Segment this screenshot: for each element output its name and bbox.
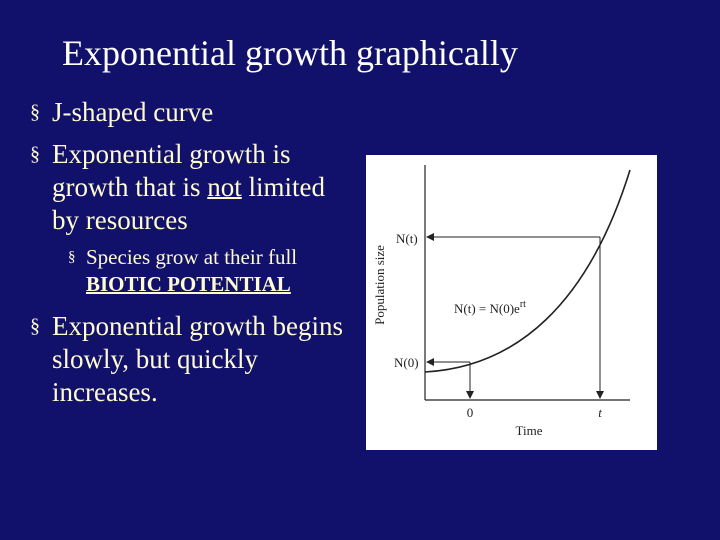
bullet-marker: § [30, 101, 40, 123]
n0-label: N(0) [394, 355, 419, 370]
bullet: § Exponential growth begins slowly, but q… [30, 310, 352, 409]
bullet: § Exponential growth is growth that is no… [30, 138, 352, 237]
y-axis-label: Population size [372, 245, 387, 325]
bullet-text: J-shaped curve [52, 97, 214, 127]
equation-base: N(t) = N(0)e [454, 301, 520, 316]
growth-curve [424, 169, 631, 373]
figure-background [366, 155, 657, 450]
sub-bullet: § Species grow at their full BIOTIC POTEN… [68, 244, 346, 298]
bullet-marker: § [30, 315, 40, 337]
t-label: t [598, 405, 602, 420]
nt-label: N(t) [396, 231, 418, 246]
underlined-text: not [207, 172, 242, 202]
bullet-text: Exponential growth is growth that is [52, 139, 291, 202]
bullet-text: Exponential growth begins slowly, but qu… [52, 311, 343, 407]
figure: Population size Time N(t) N(0) 0 t N(t) … [366, 155, 657, 450]
bullet: § J-shaped curve [30, 96, 352, 129]
bullet-text: limited by resources [52, 172, 326, 235]
bullet-marker: § [30, 143, 40, 165]
x-axis-label: Time [516, 423, 543, 438]
bullet-marker: § [68, 249, 76, 265]
equation-exponent: rt [520, 299, 526, 310]
bullet-text: Species grow at their full [86, 245, 298, 269]
equation: N(t) = N(0)ert [454, 299, 526, 316]
underlined-text: BIOTIC POTENTIAL [86, 272, 291, 296]
zero-label: 0 [467, 405, 474, 420]
slide-title: Exponential growth graphically [62, 33, 518, 73]
